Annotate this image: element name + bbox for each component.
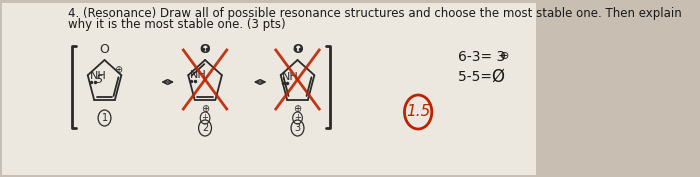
Text: ⊕: ⊕ (293, 104, 302, 114)
Text: +: + (202, 113, 209, 122)
Text: 5-5=: 5-5= (458, 70, 497, 84)
Text: 1.5: 1.5 (406, 104, 430, 119)
Text: ⊕: ⊕ (114, 65, 122, 75)
Text: 1: 1 (102, 113, 108, 123)
Text: NH: NH (190, 70, 206, 80)
Text: +: + (294, 113, 301, 122)
Text: O: O (99, 43, 109, 56)
Text: ⊕: ⊕ (201, 104, 209, 114)
Text: NH: NH (90, 71, 107, 81)
Text: 6-3= 3: 6-3= 3 (458, 50, 505, 64)
Text: 2: 2 (202, 123, 208, 133)
Text: O: O (199, 43, 211, 56)
FancyBboxPatch shape (2, 3, 536, 175)
Text: O: O (292, 43, 303, 56)
Text: 4. (Resonance) Draw all of possible resonance structures and choose the most sta: 4. (Resonance) Draw all of possible reso… (69, 7, 682, 20)
Text: 3: 3 (295, 123, 300, 133)
Text: NH: NH (282, 72, 299, 82)
Text: Ø: Ø (491, 68, 504, 86)
Text: ⊕: ⊕ (500, 51, 510, 61)
Text: why it is the most stable one. (3 pts): why it is the most stable one. (3 pts) (69, 18, 286, 31)
Text: 5: 5 (96, 75, 104, 85)
